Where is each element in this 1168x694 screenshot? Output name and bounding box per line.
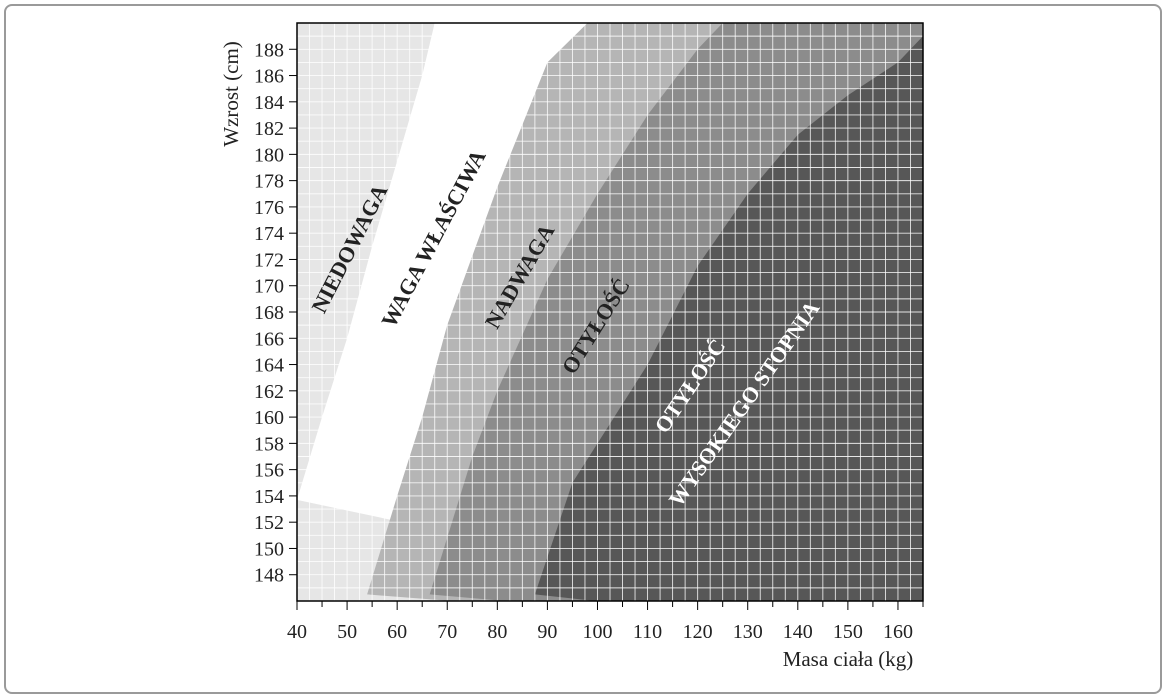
y-axis: 148 150 152 154 156 158 160 162 164 166 168 170 172 1…: [254, 39, 297, 587]
y-tick-label: 162: [254, 381, 284, 403]
x-tick-label: 130: [733, 621, 763, 643]
x-tick-label: 50: [337, 621, 357, 643]
x-tick-label: 110: [633, 621, 662, 643]
x-tick-label: 120: [683, 621, 713, 643]
bmi-chart: 40 50 60 70 80 90 100 110 120 130 140 150 160 148 150…: [219, 22, 924, 671]
x-tick-label: 160: [883, 621, 913, 643]
y-axis-label: Wzrost (cm): [219, 41, 243, 147]
y-tick-label: 154: [254, 486, 284, 508]
x-tick-label: 40: [287, 621, 307, 643]
x-axis-label: Masa ciała (kg): [783, 647, 914, 671]
y-tick-label: 160: [254, 407, 284, 429]
y-tick-label: 148: [254, 565, 284, 587]
region-otylosc-wysokiego-stopnia: [534, 36, 923, 601]
x-tick-label: 150: [833, 621, 863, 643]
x-tick-label: 70: [437, 621, 457, 643]
x-tick-label: 100: [582, 621, 612, 643]
x-tick-label: 140: [783, 621, 813, 643]
y-tick-label: 188: [254, 39, 284, 61]
y-tick-label: 182: [254, 118, 284, 140]
y-tick-label: 176: [254, 197, 284, 219]
x-tick-label: 60: [387, 621, 407, 643]
x-axis: 40 50 60 70 80 90 100 110 120 130 140 150 160: [287, 601, 924, 643]
x-tick-label: 90: [537, 621, 557, 643]
x-tick-label: 80: [487, 621, 507, 643]
y-tick-label: 164: [254, 355, 284, 377]
y-tick-label: 174: [254, 223, 284, 245]
y-tick-label: 166: [254, 328, 284, 350]
y-tick-label: 158: [254, 433, 284, 455]
y-tick-label: 178: [254, 171, 284, 193]
y-tick-label: 152: [254, 512, 284, 534]
y-tick-label: 180: [254, 144, 284, 166]
y-tick-label: 150: [254, 538, 284, 560]
y-tick-label: 186: [254, 66, 284, 88]
y-tick-label: 184: [254, 92, 284, 114]
y-tick-label: 170: [254, 276, 284, 298]
grid-lines: [297, 23, 923, 601]
y-tick-label: 172: [254, 249, 284, 271]
y-tick-label: 156: [254, 460, 284, 482]
y-tick-label: 168: [254, 302, 284, 324]
